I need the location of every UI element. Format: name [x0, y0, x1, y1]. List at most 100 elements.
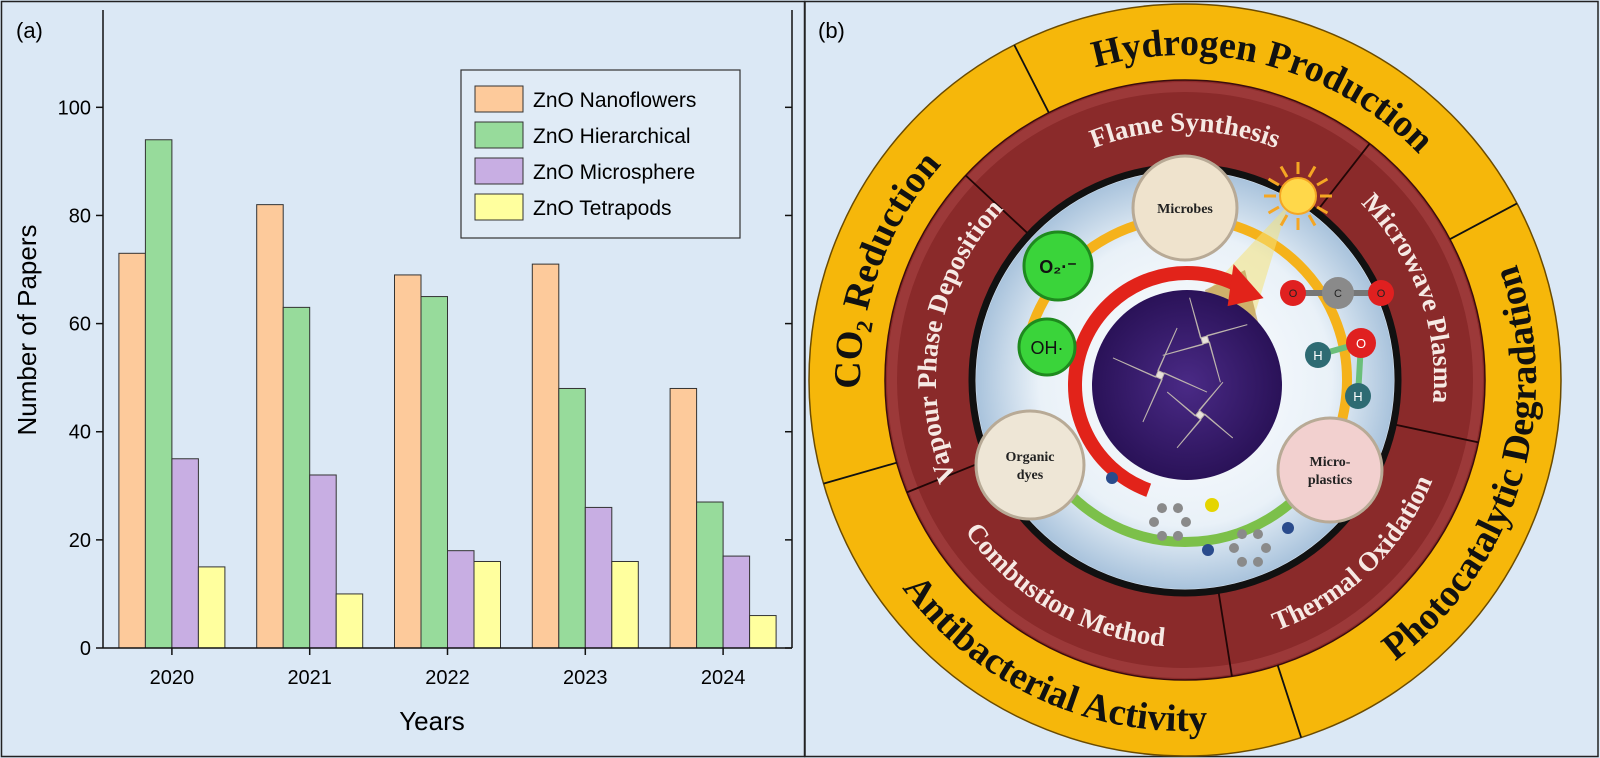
sun-ray — [1267, 205, 1280, 215]
divider — [823, 461, 897, 485]
atom — [1345, 383, 1371, 409]
ring-highlight — [887, 82, 1483, 678]
ring-edge — [808, 3, 1562, 757]
atom — [1149, 517, 1159, 527]
atom — [1157, 503, 1167, 514]
x-tick-label: 2022 — [425, 667, 470, 689]
red-arrow — [1068, 266, 1243, 497]
sun — [1279, 177, 1317, 215]
atom-label: C — [1334, 288, 1342, 300]
panel-label: (a) — [16, 18, 43, 43]
x-tick-label: 2024 — [701, 667, 746, 689]
ring-edge — [884, 79, 1486, 681]
bar — [335, 593, 364, 649]
arrow-head — [1227, 264, 1264, 307]
divider — [906, 460, 986, 494]
legend-label: ZnO Hierarchical — [533, 125, 691, 148]
panel-label: (b) — [818, 18, 845, 43]
bar — [256, 204, 284, 649]
pollutant — [974, 409, 1086, 521]
bar — [669, 387, 698, 649]
radical-label: O₂·⁻ — [1039, 257, 1077, 277]
pollutant-label: Organic — [1006, 450, 1055, 465]
atom — [1282, 522, 1294, 534]
atom-label: H — [1353, 389, 1362, 404]
radical — [1022, 230, 1094, 302]
plot: 0 20 40 60 80 100 2020 2021 2022 2023 2024 ZnO Nano… — [58, 10, 793, 689]
sun-ray — [1307, 214, 1317, 227]
atom — [1346, 328, 1376, 358]
divider — [1217, 593, 1233, 677]
pollutant-label: dyes — [1017, 468, 1044, 483]
divider — [964, 174, 1028, 234]
atom-label: O — [1289, 288, 1298, 300]
tetrapod — [1162, 297, 1248, 383]
y-tick-label: 80 — [69, 205, 91, 227]
sun-ray — [1316, 205, 1329, 215]
legend-label: ZnO Tetrapods — [533, 197, 672, 220]
tetrapod — [1166, 381, 1234, 449]
bar — [118, 252, 146, 649]
bar — [309, 474, 337, 649]
atom — [1253, 529, 1263, 540]
atom-label: H — [1313, 348, 1322, 363]
pollutant-label: plastics — [1308, 473, 1353, 488]
atom — [1173, 530, 1183, 541]
divider — [1013, 44, 1050, 114]
x-axis-label: Years — [399, 706, 465, 736]
y-tick-label: 100 — [58, 97, 91, 119]
bar — [394, 274, 422, 649]
atom — [1322, 277, 1354, 309]
bar — [531, 263, 560, 649]
bar — [696, 501, 724, 649]
pollutant-label: Micro- — [1310, 455, 1351, 470]
atom-label: O — [1377, 288, 1386, 300]
legend-swatch — [474, 193, 524, 221]
divider — [1449, 202, 1518, 240]
atom — [1280, 280, 1306, 306]
y-tick-label: 40 — [69, 422, 91, 444]
y-tick-label: 60 — [69, 314, 91, 336]
legend-label: ZnO Microsphere — [533, 161, 695, 184]
atom — [1229, 543, 1239, 553]
atom — [1106, 472, 1118, 484]
bar — [558, 387, 586, 649]
bar — [282, 306, 311, 649]
y-axis-label: Number of Papers — [12, 225, 42, 436]
synthesis-ring — [885, 80, 1485, 680]
bar — [473, 560, 501, 649]
y-tick-label: 0 — [80, 638, 91, 660]
bar — [144, 139, 173, 649]
atom — [1173, 503, 1183, 514]
atom — [1237, 529, 1247, 540]
radical-label: OH· — [1031, 338, 1064, 358]
sun-ray — [1316, 177, 1329, 187]
sun-ray — [1307, 165, 1317, 178]
sun-ray — [1279, 165, 1289, 178]
radical — [1017, 317, 1077, 377]
atom — [1261, 543, 1271, 553]
x-tick-label: 2021 — [287, 667, 332, 689]
pollutant — [1131, 154, 1239, 262]
atom — [1305, 342, 1331, 368]
legend-label: ZnO Nanoflowers — [533, 89, 696, 112]
application-ring — [809, 4, 1561, 756]
legend-swatch — [474, 157, 524, 185]
legend-swatch — [474, 85, 524, 113]
bar — [447, 550, 475, 649]
sun-ray — [1279, 214, 1289, 227]
atom — [1237, 556, 1247, 567]
atom — [1368, 280, 1394, 306]
x-tick-label: 2020 — [150, 667, 195, 689]
divider — [1317, 143, 1371, 211]
atom — [1157, 530, 1167, 541]
atom — [1202, 544, 1214, 556]
atom — [1253, 556, 1263, 567]
bar — [722, 555, 751, 649]
atom — [1181, 517, 1191, 527]
sun-ray — [1267, 177, 1280, 187]
bar — [197, 566, 226, 649]
